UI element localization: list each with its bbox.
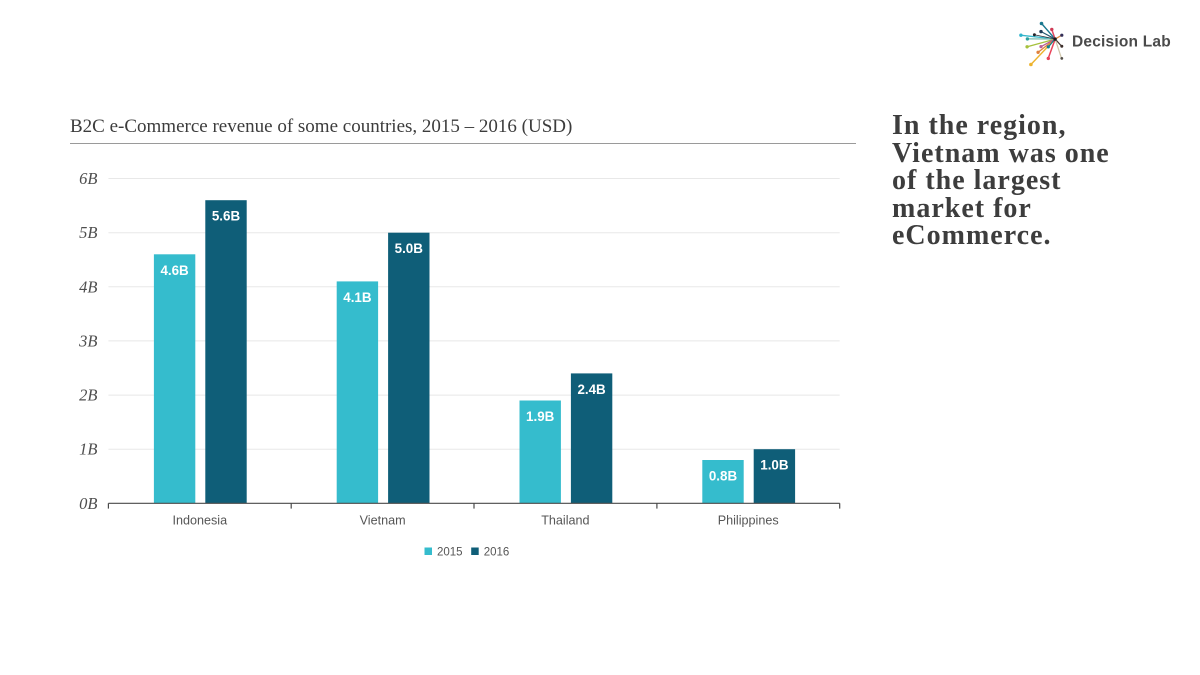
svg-text:5B: 5B [79, 223, 97, 242]
svg-text:B2C e-Commerce revenue of some: B2C e-Commerce revenue of some countries… [70, 116, 572, 137]
svg-text:Vietnam: Vietnam [360, 514, 406, 528]
svg-text:2B: 2B [79, 386, 97, 405]
svg-text:6B: 6B [79, 169, 97, 188]
svg-text:1B: 1B [79, 440, 97, 459]
svg-text:2016: 2016 [484, 547, 510, 559]
svg-text:0B: 0B [79, 494, 97, 513]
svg-text:1.0B: 1.0B [760, 458, 789, 473]
svg-text:5.6B: 5.6B [212, 209, 241, 224]
svg-text:4B: 4B [79, 277, 97, 296]
svg-text:Philippines: Philippines [718, 514, 779, 528]
svg-text:5.0B: 5.0B [395, 241, 424, 256]
svg-text:4.6B: 4.6B [160, 263, 189, 278]
svg-text:Decision Lab: Decision Lab [1072, 33, 1171, 50]
svg-text:4.1B: 4.1B [343, 290, 372, 305]
svg-text:0.8B: 0.8B [709, 469, 738, 484]
svg-text:2.4B: 2.4B [577, 382, 606, 397]
svg-text:3B: 3B [78, 331, 97, 350]
svg-text:Thailand: Thailand [541, 514, 589, 528]
svg-text:2015: 2015 [437, 547, 463, 559]
svg-text:Indonesia: Indonesia [172, 514, 227, 528]
svg-text:1.9B: 1.9B [526, 409, 555, 424]
